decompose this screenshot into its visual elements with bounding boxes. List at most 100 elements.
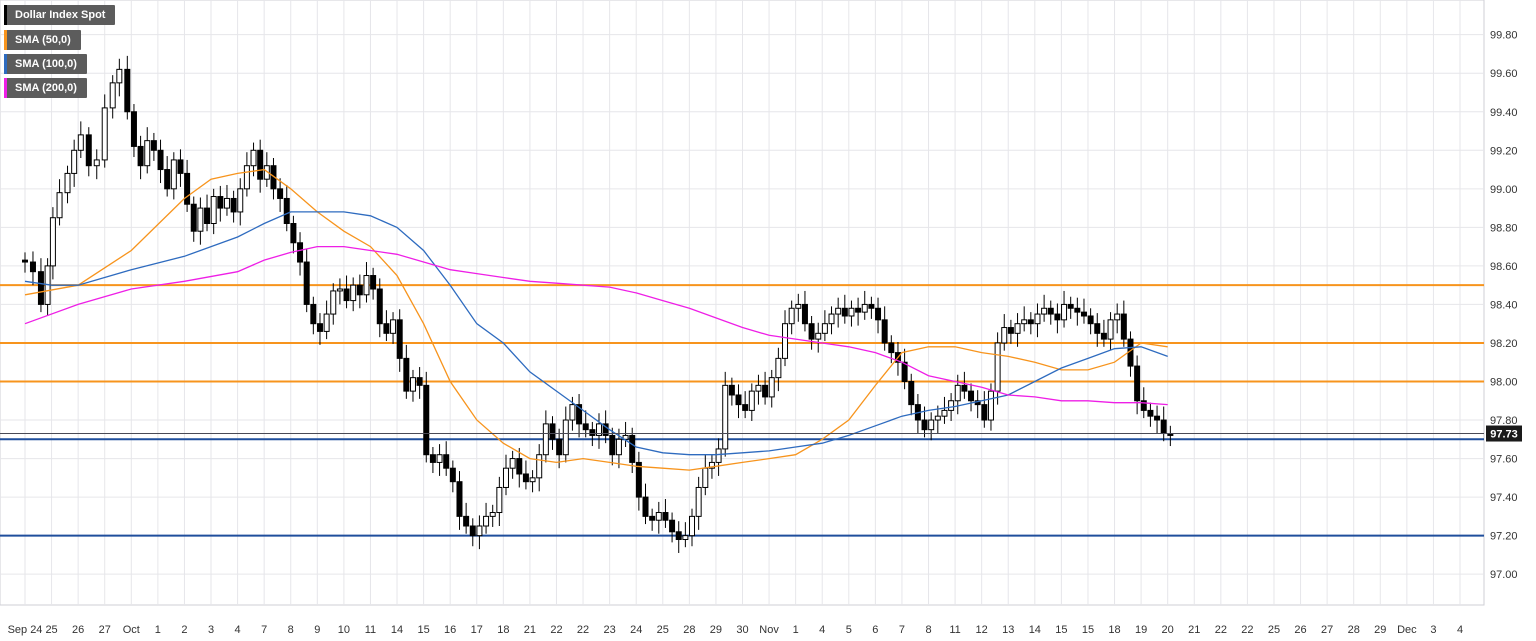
candle-down	[456, 481, 463, 517]
y-tick-label: 97.60	[1490, 454, 1518, 466]
candle-down	[556, 438, 563, 456]
x-tick-label: 28	[1348, 624, 1360, 636]
candle-down	[343, 288, 350, 302]
candle-down	[297, 242, 304, 263]
candle-down	[356, 284, 363, 296]
x-tick-label: 29	[1374, 624, 1386, 636]
candle-down	[429, 454, 436, 463]
candle-up	[263, 165, 270, 180]
candle-down	[283, 197, 290, 225]
candle-down	[735, 394, 742, 406]
candle-down	[190, 203, 197, 232]
x-tick-label: 16	[444, 624, 456, 636]
candle-up	[77, 134, 84, 151]
x-tick-label: 4	[819, 624, 825, 636]
candle-down	[85, 134, 92, 167]
y-tick-label: 98.20	[1490, 338, 1518, 350]
candle-down	[675, 531, 682, 540]
candle-down	[1080, 311, 1087, 317]
candle-down	[370, 275, 377, 290]
x-tick-label: 9	[314, 624, 320, 636]
sma200-line	[24, 245, 1168, 406]
x-tick-label: 23	[604, 624, 616, 636]
candle-up	[1107, 319, 1114, 340]
candle-up	[1114, 313, 1121, 321]
candle-down	[1100, 332, 1107, 340]
candle-up	[941, 409, 948, 417]
candle-down	[801, 303, 808, 325]
legend-swatch-sma200	[4, 78, 7, 98]
legend-item-price[interactable]: Dollar Index Spot	[4, 5, 116, 25]
candle-down	[968, 390, 975, 402]
x-tick-label: 3	[208, 624, 214, 636]
candle-down	[649, 515, 656, 521]
candle-down	[901, 361, 908, 382]
legend-item-sma200[interactable]: SMA (200,0)	[4, 78, 87, 98]
candle-up	[197, 207, 204, 232]
candle-up	[821, 323, 828, 334]
x-tick-label: 2	[181, 624, 187, 636]
candle-down	[602, 423, 609, 436]
candle-up	[948, 400, 955, 411]
candle-down	[841, 307, 848, 317]
candle-down	[303, 261, 310, 305]
candle-up	[934, 415, 941, 421]
x-tick-label: 21	[1188, 624, 1200, 636]
x-tick-label: 1	[793, 624, 799, 636]
legend-swatch-price	[4, 5, 7, 25]
candle-up	[144, 140, 151, 167]
candle-down	[1160, 419, 1167, 435]
x-tick-label: 11	[365, 624, 376, 636]
candle-down	[376, 288, 383, 325]
candle-up	[715, 448, 722, 463]
candle-up	[71, 149, 78, 174]
x-tick-label: Nov	[759, 624, 779, 636]
x-tick-label: 4	[1457, 624, 1463, 636]
candle-up	[323, 313, 330, 332]
candle-up	[569, 404, 576, 421]
candle-up	[695, 486, 702, 517]
candle-up	[708, 461, 715, 469]
legend-item-sma100[interactable]: SMA (100,0)	[4, 54, 87, 74]
x-tick-label: 1	[155, 624, 161, 636]
candle-up	[835, 307, 842, 315]
y-tick-label: 99.20	[1490, 145, 1518, 157]
candle-down	[230, 197, 237, 213]
candle-down	[1087, 315, 1094, 325]
candle-up	[782, 323, 789, 359]
y-tick-label: 99.80	[1490, 30, 1518, 42]
candle-up	[1034, 313, 1041, 325]
x-tick-label: Dec	[1397, 624, 1417, 636]
candle-up	[409, 377, 416, 392]
y-tick-label: 97.40	[1490, 492, 1518, 504]
candle-up	[828, 313, 835, 325]
candle-up	[536, 454, 543, 479]
candle-down	[310, 303, 317, 325]
candle-up	[1014, 323, 1021, 334]
legend-item-sma50[interactable]: SMA (50,0)	[4, 30, 81, 50]
candle-down	[868, 303, 875, 309]
candle-down	[184, 172, 191, 205]
candle-down	[469, 525, 476, 537]
candle-up	[93, 159, 100, 167]
candle-down	[1094, 323, 1101, 334]
candle-down	[855, 307, 862, 313]
candle-down	[1067, 303, 1074, 309]
candle-up	[596, 423, 602, 436]
candle-down	[742, 404, 749, 411]
x-tick-label: 13	[1002, 624, 1014, 636]
x-tick-label: 27	[1321, 624, 1333, 636]
x-tick-label: 24	[630, 624, 642, 636]
candle-down	[1054, 313, 1061, 321]
candle-down	[150, 140, 157, 151]
y-tick-label: 99.00	[1490, 184, 1518, 196]
candle-down	[217, 196, 224, 209]
candle-down	[1027, 319, 1034, 325]
x-tick-label: Sep 24	[8, 624, 43, 636]
candle-down	[662, 512, 669, 521]
candle-down	[463, 515, 470, 527]
x-tick-label: 7	[261, 624, 267, 636]
y-tick-label: 97.80	[1490, 415, 1518, 427]
candle-down	[642, 496, 649, 517]
